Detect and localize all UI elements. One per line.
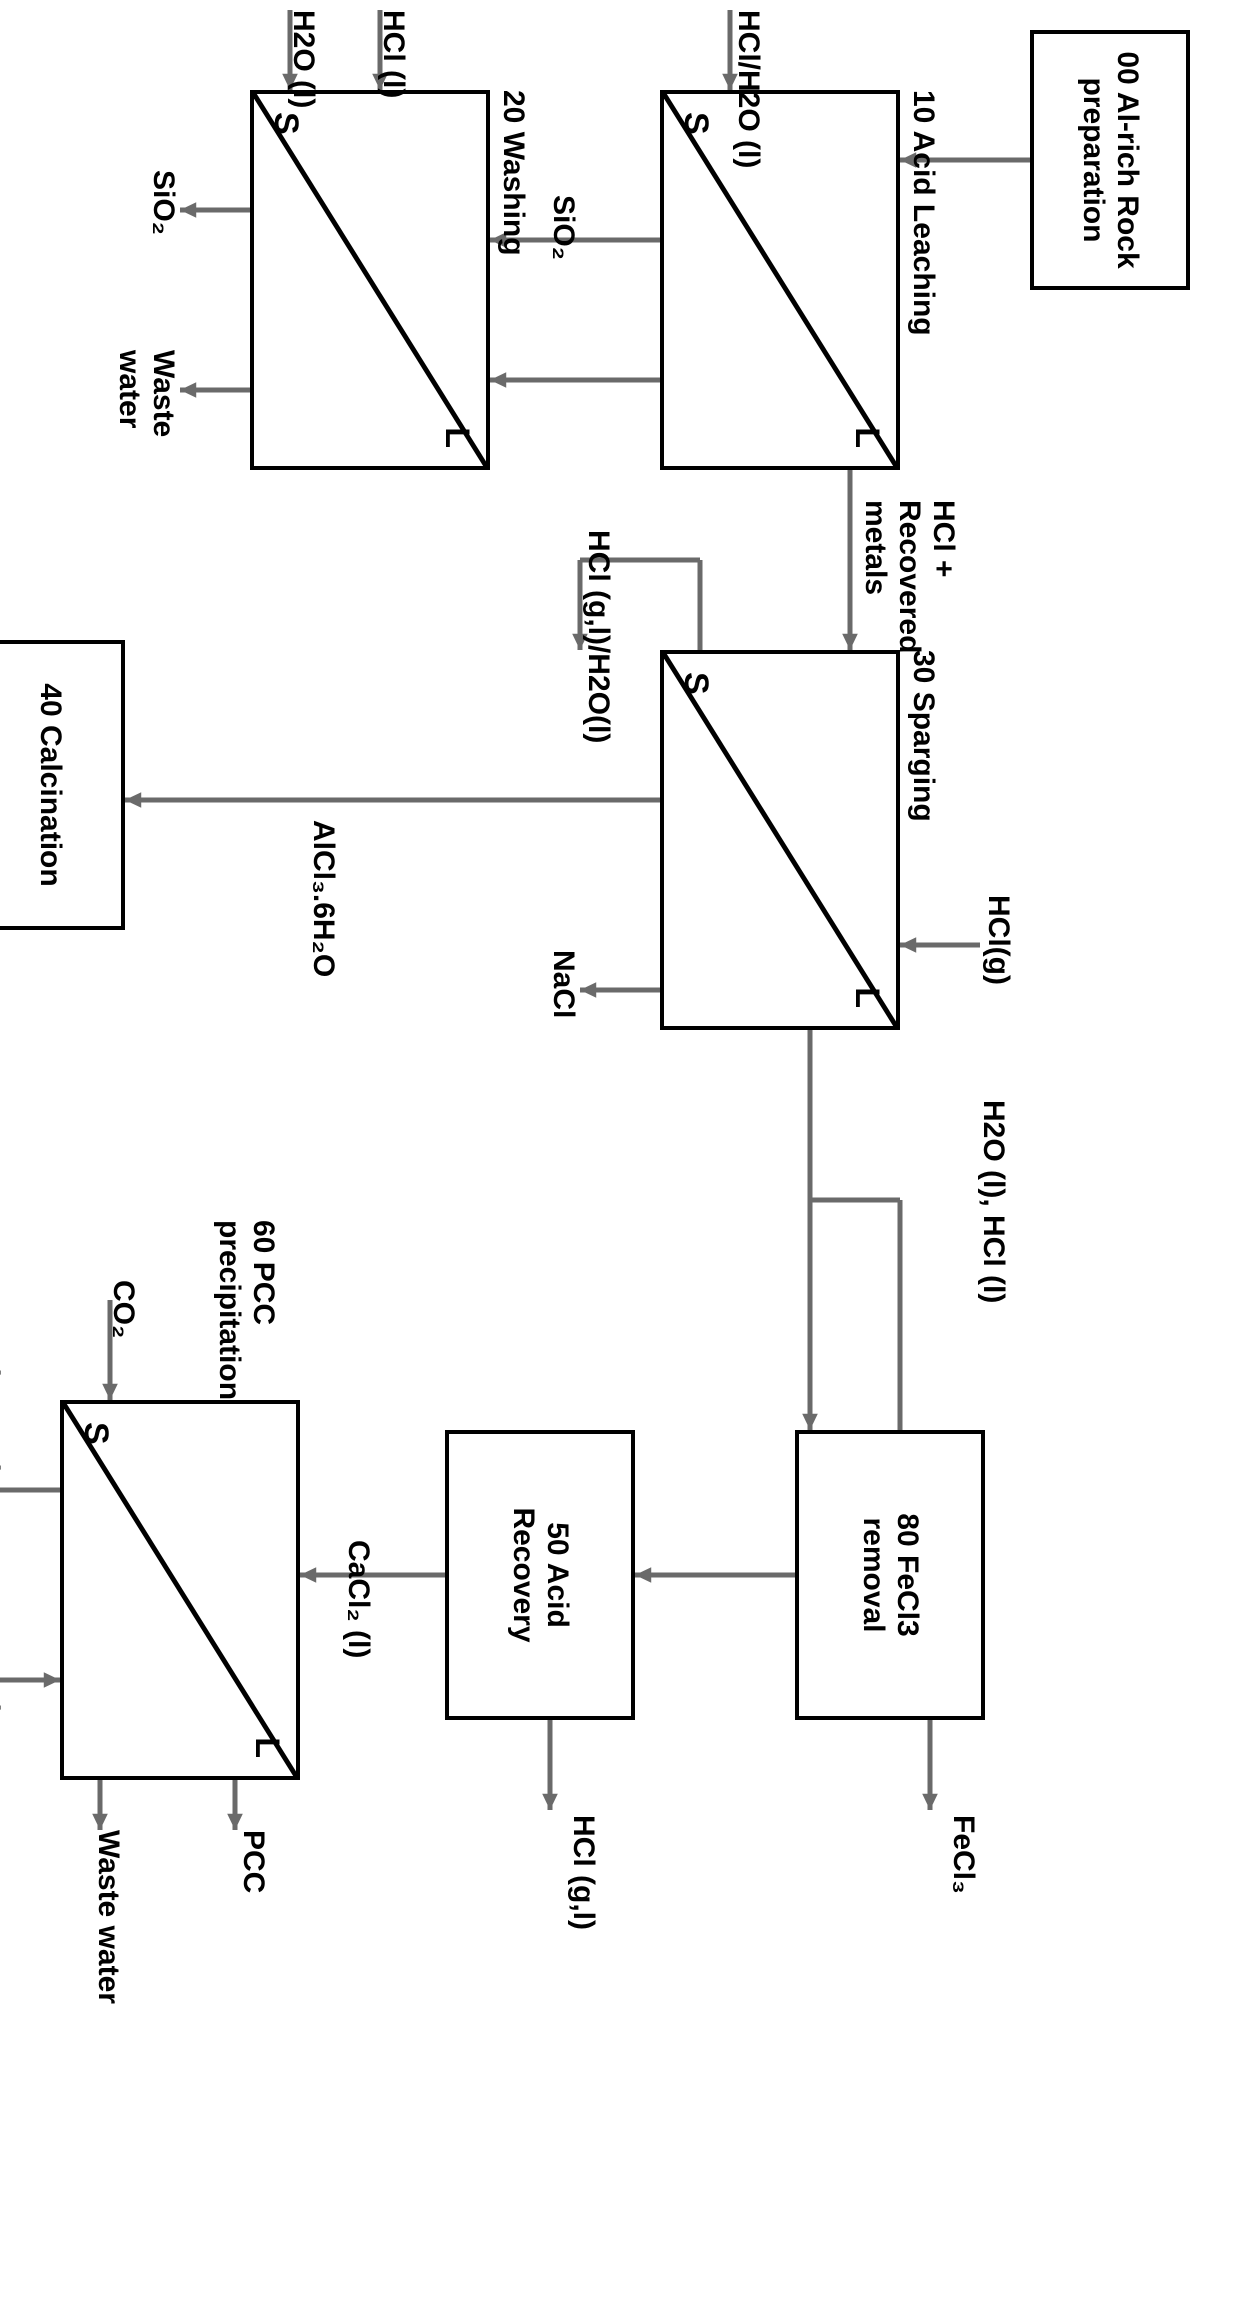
process-box-label: 50 AcidRecovery bbox=[506, 1507, 575, 1642]
l_hcl_gl_50: HCl (g,l) bbox=[566, 1815, 600, 1930]
liquid-phase-label: L bbox=[847, 987, 886, 1008]
liquid-phase-label: L bbox=[247, 1737, 286, 1758]
process-box-b50: 50 AcidRecovery bbox=[445, 1430, 635, 1720]
process-box-label: 00 Al-rich Rockpreparation bbox=[1076, 51, 1145, 268]
label: 30 Sparging bbox=[906, 650, 940, 822]
solid-phase-label: S bbox=[266, 112, 305, 135]
l_cacl2: CaCl₂ (l) bbox=[341, 1540, 375, 1658]
liquid-phase-label: L bbox=[847, 427, 886, 448]
l_fecl3_out: FeCl₃ bbox=[946, 1815, 980, 1894]
solid-phase-label: S bbox=[676, 112, 715, 135]
separator-box-s60: SL bbox=[60, 1400, 300, 1780]
liquid-phase-label: L bbox=[437, 427, 476, 448]
l_hcl_g_top: HCl(g) bbox=[981, 895, 1015, 985]
solid-phase-label: S bbox=[76, 1422, 115, 1445]
process-box-label: 40 Calcination bbox=[33, 683, 68, 886]
l_hcl_gl_h2o: HCl (g,l)/H2O(l) bbox=[581, 530, 615, 743]
l_hcl_l_in20: HCl (l) bbox=[376, 10, 410, 98]
l_co2: CO₂ bbox=[106, 1280, 140, 1338]
l_amine: amine bbox=[0, 1660, 5, 1747]
label: 60 PCCprecipitation bbox=[212, 1220, 280, 1400]
l_hcl_h2o_in: HCl/H2O (l) bbox=[731, 10, 765, 168]
l_waste20: Wastewater bbox=[112, 350, 180, 437]
l_alcl3: AlCl₃.6H₂O bbox=[306, 820, 340, 977]
l_pcc: PCC bbox=[236, 1830, 270, 1893]
l_sio2_out: SiO₂ bbox=[146, 170, 180, 235]
l_nacl: NaCl bbox=[546, 950, 580, 1018]
separator-box-s10: SL bbox=[660, 90, 900, 470]
l_h2o_l_in20: H2O (l) bbox=[286, 10, 320, 108]
label: 20 Washing bbox=[496, 90, 530, 256]
label: 10 Acid Leaching bbox=[906, 90, 940, 336]
process-box-label: 80 FeCl3removal bbox=[856, 1513, 925, 1636]
process-box-b40: 40 Calcination bbox=[0, 640, 125, 930]
l_amine_hcl: Amine.HCl bbox=[0, 1320, 5, 1472]
separator-box-s20: SL bbox=[250, 90, 490, 470]
separator-box-s30: SL bbox=[660, 650, 900, 1030]
process-box-b80: 80 FeCl3removal bbox=[795, 1430, 985, 1720]
l_waste60: Waste water bbox=[91, 1830, 125, 2004]
solid-phase-label: S bbox=[676, 672, 715, 695]
process-box-b00: 00 Al-rich Rockpreparation bbox=[1030, 30, 1190, 290]
l_h2o_hcl_l: H2O (l), HCl (l) bbox=[976, 1100, 1010, 1303]
l_sio2_mid: SiO₂ bbox=[546, 195, 580, 260]
l_hcl_recov: HCl +Recoveredmetals bbox=[858, 500, 960, 653]
